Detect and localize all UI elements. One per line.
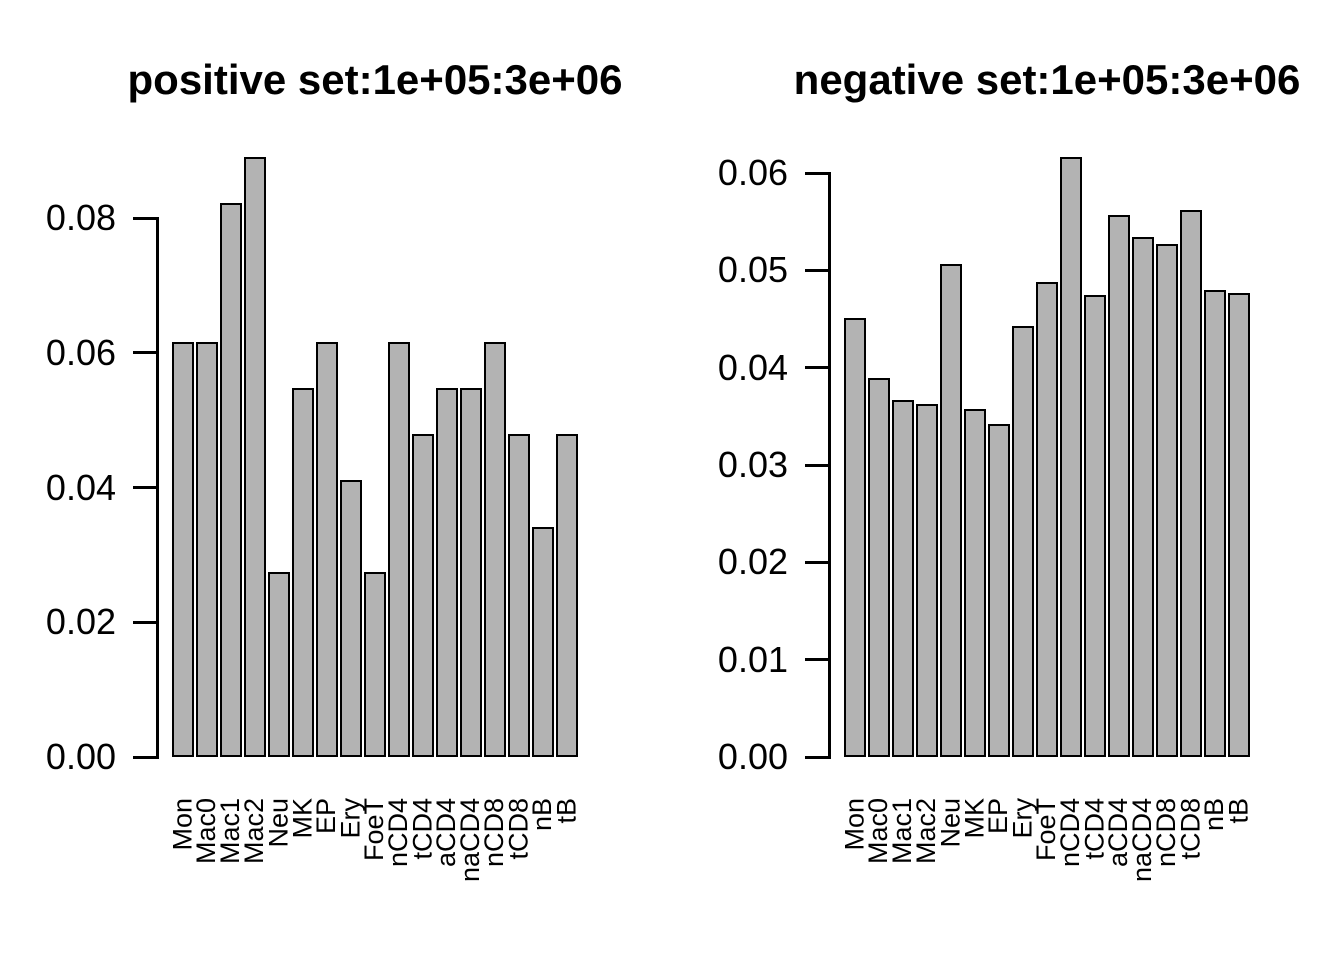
y-tick-label: 0.06 bbox=[717, 152, 788, 193]
bar-Ery bbox=[340, 480, 362, 757]
bar-nCD8 bbox=[1156, 244, 1178, 757]
bar-nB bbox=[1204, 290, 1226, 757]
plot-area-positive: 0.00 0.02 0.04 0.06 0.08 Mon Mac0 Mac1 Mac2 Neu MK… bbox=[45, 157, 582, 882]
bar-naCD4 bbox=[1132, 237, 1154, 757]
x-tick-label: tB bbox=[551, 798, 582, 824]
y-tick bbox=[805, 268, 829, 272]
bar-Mac2 bbox=[916, 404, 938, 757]
y-tick-label: 0.03 bbox=[717, 444, 788, 485]
y-tick-label: 0.01 bbox=[717, 639, 788, 680]
bar-EP bbox=[988, 424, 1010, 757]
chart-panel-positive: positive set:1e+05:3e+06 0.00 0.02 0.04 0.0… bbox=[45, 56, 623, 883]
x-tick-label: tB bbox=[1223, 798, 1254, 824]
y-tick bbox=[133, 486, 157, 489]
bar-Ery bbox=[1012, 326, 1034, 757]
bar-tB bbox=[1228, 293, 1250, 757]
bar-FoeT bbox=[364, 572, 386, 757]
bar-FoeT bbox=[1036, 282, 1058, 757]
y-tick-label: 0.00 bbox=[717, 736, 788, 777]
y-tick-label: 0.00 bbox=[45, 736, 116, 777]
bar-tCD8 bbox=[1180, 210, 1202, 757]
y-tick bbox=[805, 755, 829, 759]
y-tick bbox=[805, 658, 829, 662]
bar-Mac1 bbox=[220, 203, 242, 757]
y-tick bbox=[805, 171, 829, 175]
bar-naCD4 bbox=[460, 388, 482, 757]
y-tick bbox=[805, 463, 829, 467]
y-tick-label: 0.08 bbox=[45, 197, 116, 238]
y-tick bbox=[133, 620, 157, 624]
chart-panel-negative: negative set:1e+05:3e+06 0.00 0.01 0.02 0.0… bbox=[672, 0, 1344, 960]
bar-MK bbox=[292, 388, 314, 757]
y-tick bbox=[133, 351, 157, 355]
bar-tB bbox=[556, 434, 578, 757]
y-tick bbox=[133, 755, 157, 759]
bar-nB bbox=[532, 527, 554, 757]
bar-nCD4 bbox=[388, 342, 410, 757]
bar-Mac0 bbox=[196, 342, 218, 757]
y-tick bbox=[805, 560, 829, 564]
y-tick-label: 0.02 bbox=[717, 541, 788, 582]
bar-Mac0 bbox=[868, 378, 890, 757]
chart-title: positive set:1e+05:3e+06 bbox=[127, 56, 623, 103]
bar-tCD4 bbox=[412, 434, 434, 757]
bar-Mon bbox=[844, 318, 866, 757]
bar-Neu bbox=[940, 264, 962, 757]
bar-EP bbox=[316, 342, 338, 757]
y-axis-line bbox=[155, 216, 159, 759]
y-tick bbox=[805, 366, 829, 370]
bar-tCD8 bbox=[508, 434, 530, 757]
y-tick-label: 0.02 bbox=[45, 601, 116, 642]
bar-Mac2 bbox=[244, 157, 266, 757]
y-tick bbox=[133, 216, 157, 220]
y-tick-label: 0.04 bbox=[45, 467, 116, 508]
bar-Neu bbox=[268, 572, 290, 757]
y-tick-label: 0.05 bbox=[717, 249, 788, 290]
bar-aCD4 bbox=[1108, 215, 1130, 757]
y-axis-line bbox=[827, 171, 831, 759]
bar-MK bbox=[964, 409, 986, 757]
bar-Mon bbox=[172, 342, 194, 757]
plot-area-negative: 0.00 0.01 0.02 0.03 0.04 0.05 0.06 Mon Mac0 Mac1 M… bbox=[672, 0, 1344, 960]
y-tick-label: 0.06 bbox=[45, 332, 116, 373]
y-tick-label: 0.04 bbox=[717, 347, 788, 388]
bar-aCD4 bbox=[436, 388, 458, 757]
bar-tCD4 bbox=[1084, 295, 1106, 757]
bar-nCD4 bbox=[1060, 157, 1082, 757]
bar-nCD8 bbox=[484, 342, 506, 757]
bar-Mac1 bbox=[892, 400, 914, 757]
chart-title: negative set:1e+05:3e+06 bbox=[793, 56, 1301, 103]
